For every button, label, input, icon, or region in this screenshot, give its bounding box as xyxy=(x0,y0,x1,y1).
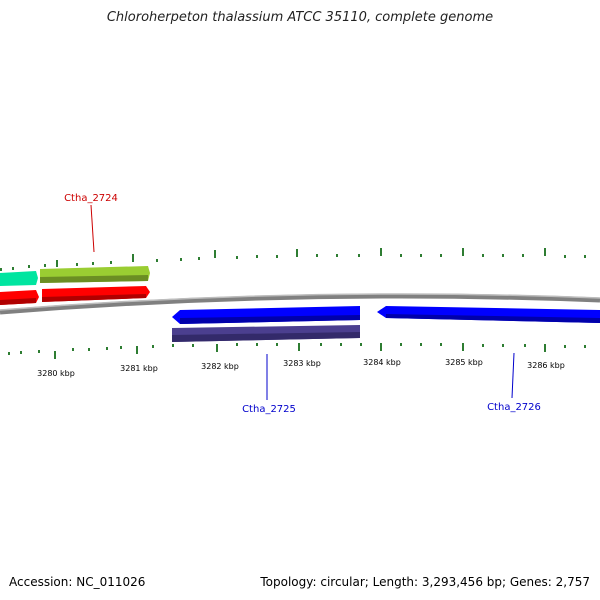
gene-arrow-cyan xyxy=(0,271,38,286)
reverse-genes xyxy=(172,306,600,342)
outer-tick-ring xyxy=(0,248,586,271)
accession-text: Accession: NC_011026 xyxy=(9,575,146,589)
gene-label-text: Ctha_2725 xyxy=(242,404,296,415)
gene-label-ctha-2724: Ctha_2724 xyxy=(64,193,118,253)
tick-label: 3280 kbp xyxy=(37,369,75,378)
gene-label-ctha-2726: Ctha_2726 xyxy=(487,352,541,413)
tick-label: 3286 kbp xyxy=(527,361,565,370)
tick-label: 3282 kbp xyxy=(201,362,239,371)
tick-label: 3283 kbp xyxy=(283,359,321,368)
tick-label: 3285 kbp xyxy=(445,358,483,367)
tick-label: 3284 kbp xyxy=(363,358,401,367)
gene-label-ctha-2725: Ctha_2725 xyxy=(242,354,296,415)
inner-tick-ring xyxy=(8,343,586,359)
genome-summary-text: Topology: circular; Length: 3,293,456 bp… xyxy=(260,575,590,589)
gene-label-text: Ctha_2726 xyxy=(487,402,541,413)
genome-backbone xyxy=(0,293,600,315)
forward-genes xyxy=(0,266,150,305)
scale-labels: 3280 kbp 3281 kbp 3282 kbp 3283 kbp 3284… xyxy=(37,358,565,378)
tick-label: 3281 kbp xyxy=(120,364,158,373)
page-title: Chloroherpeton thalassium ATCC 35110, co… xyxy=(106,10,494,25)
gene-label-text: Ctha_2724 xyxy=(64,193,118,204)
